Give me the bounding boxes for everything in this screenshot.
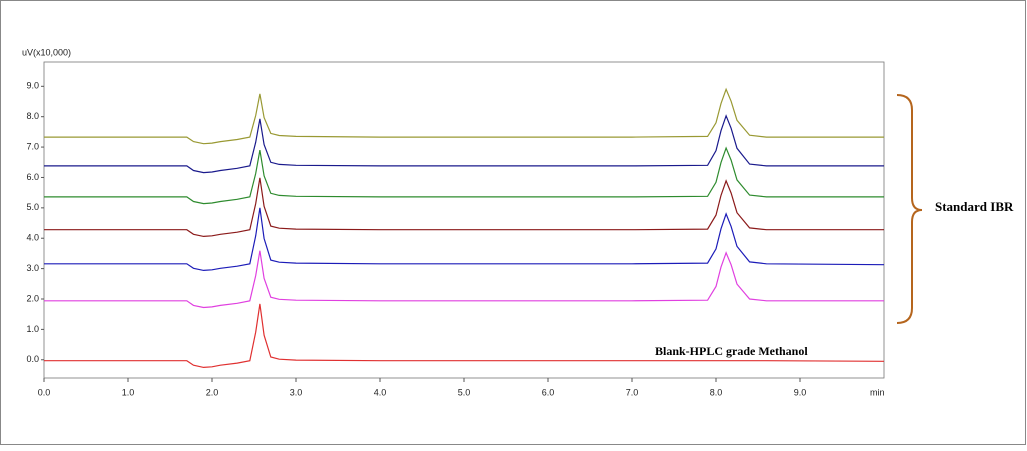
x-tick-label: 5.0 bbox=[458, 387, 471, 397]
y-tick-label: 9.0 bbox=[26, 81, 39, 91]
y-tick-label: 6.0 bbox=[26, 172, 39, 182]
x-tick-label: 4.0 bbox=[374, 387, 387, 397]
x-tick-label: 9.0 bbox=[794, 387, 807, 397]
x-tick-label: 7.0 bbox=[626, 387, 639, 397]
x-axis-label: min bbox=[870, 387, 885, 397]
y-tick-label: 1.0 bbox=[26, 324, 39, 334]
brace bbox=[896, 94, 923, 324]
x-tick-label: 3.0 bbox=[290, 387, 303, 397]
y-tick-label: 2.0 bbox=[26, 293, 39, 303]
annotation: Standard IBR bbox=[935, 199, 1014, 214]
y-tick-label: 7.0 bbox=[26, 141, 39, 151]
x-tick-label: 2.0 bbox=[206, 387, 219, 397]
y-tick-label: 0.0 bbox=[26, 354, 39, 364]
series-line bbox=[44, 177, 884, 238]
y-axis-label: uV(x10,000) bbox=[22, 47, 71, 57]
series-line bbox=[44, 250, 884, 309]
y-tick-label: 3.0 bbox=[26, 263, 39, 273]
series-line bbox=[44, 303, 885, 369]
plot-frame bbox=[43, 61, 885, 379]
y-tick-label: 4.0 bbox=[26, 233, 39, 243]
series-line bbox=[44, 87, 884, 145]
series-line bbox=[44, 114, 884, 174]
x-tick-label: 1.0 bbox=[122, 387, 135, 397]
series-line bbox=[44, 207, 885, 272]
series-line bbox=[44, 146, 884, 205]
annotation: Blank-HPLC grade Methanol bbox=[655, 344, 808, 358]
y-tick-label: 8.0 bbox=[26, 111, 39, 121]
y-tick-label: 5.0 bbox=[26, 202, 39, 212]
x-tick-label: 8.0 bbox=[710, 387, 723, 397]
x-tick-label: 0.0 bbox=[38, 387, 51, 397]
x-tick-label: 6.0 bbox=[542, 387, 555, 397]
